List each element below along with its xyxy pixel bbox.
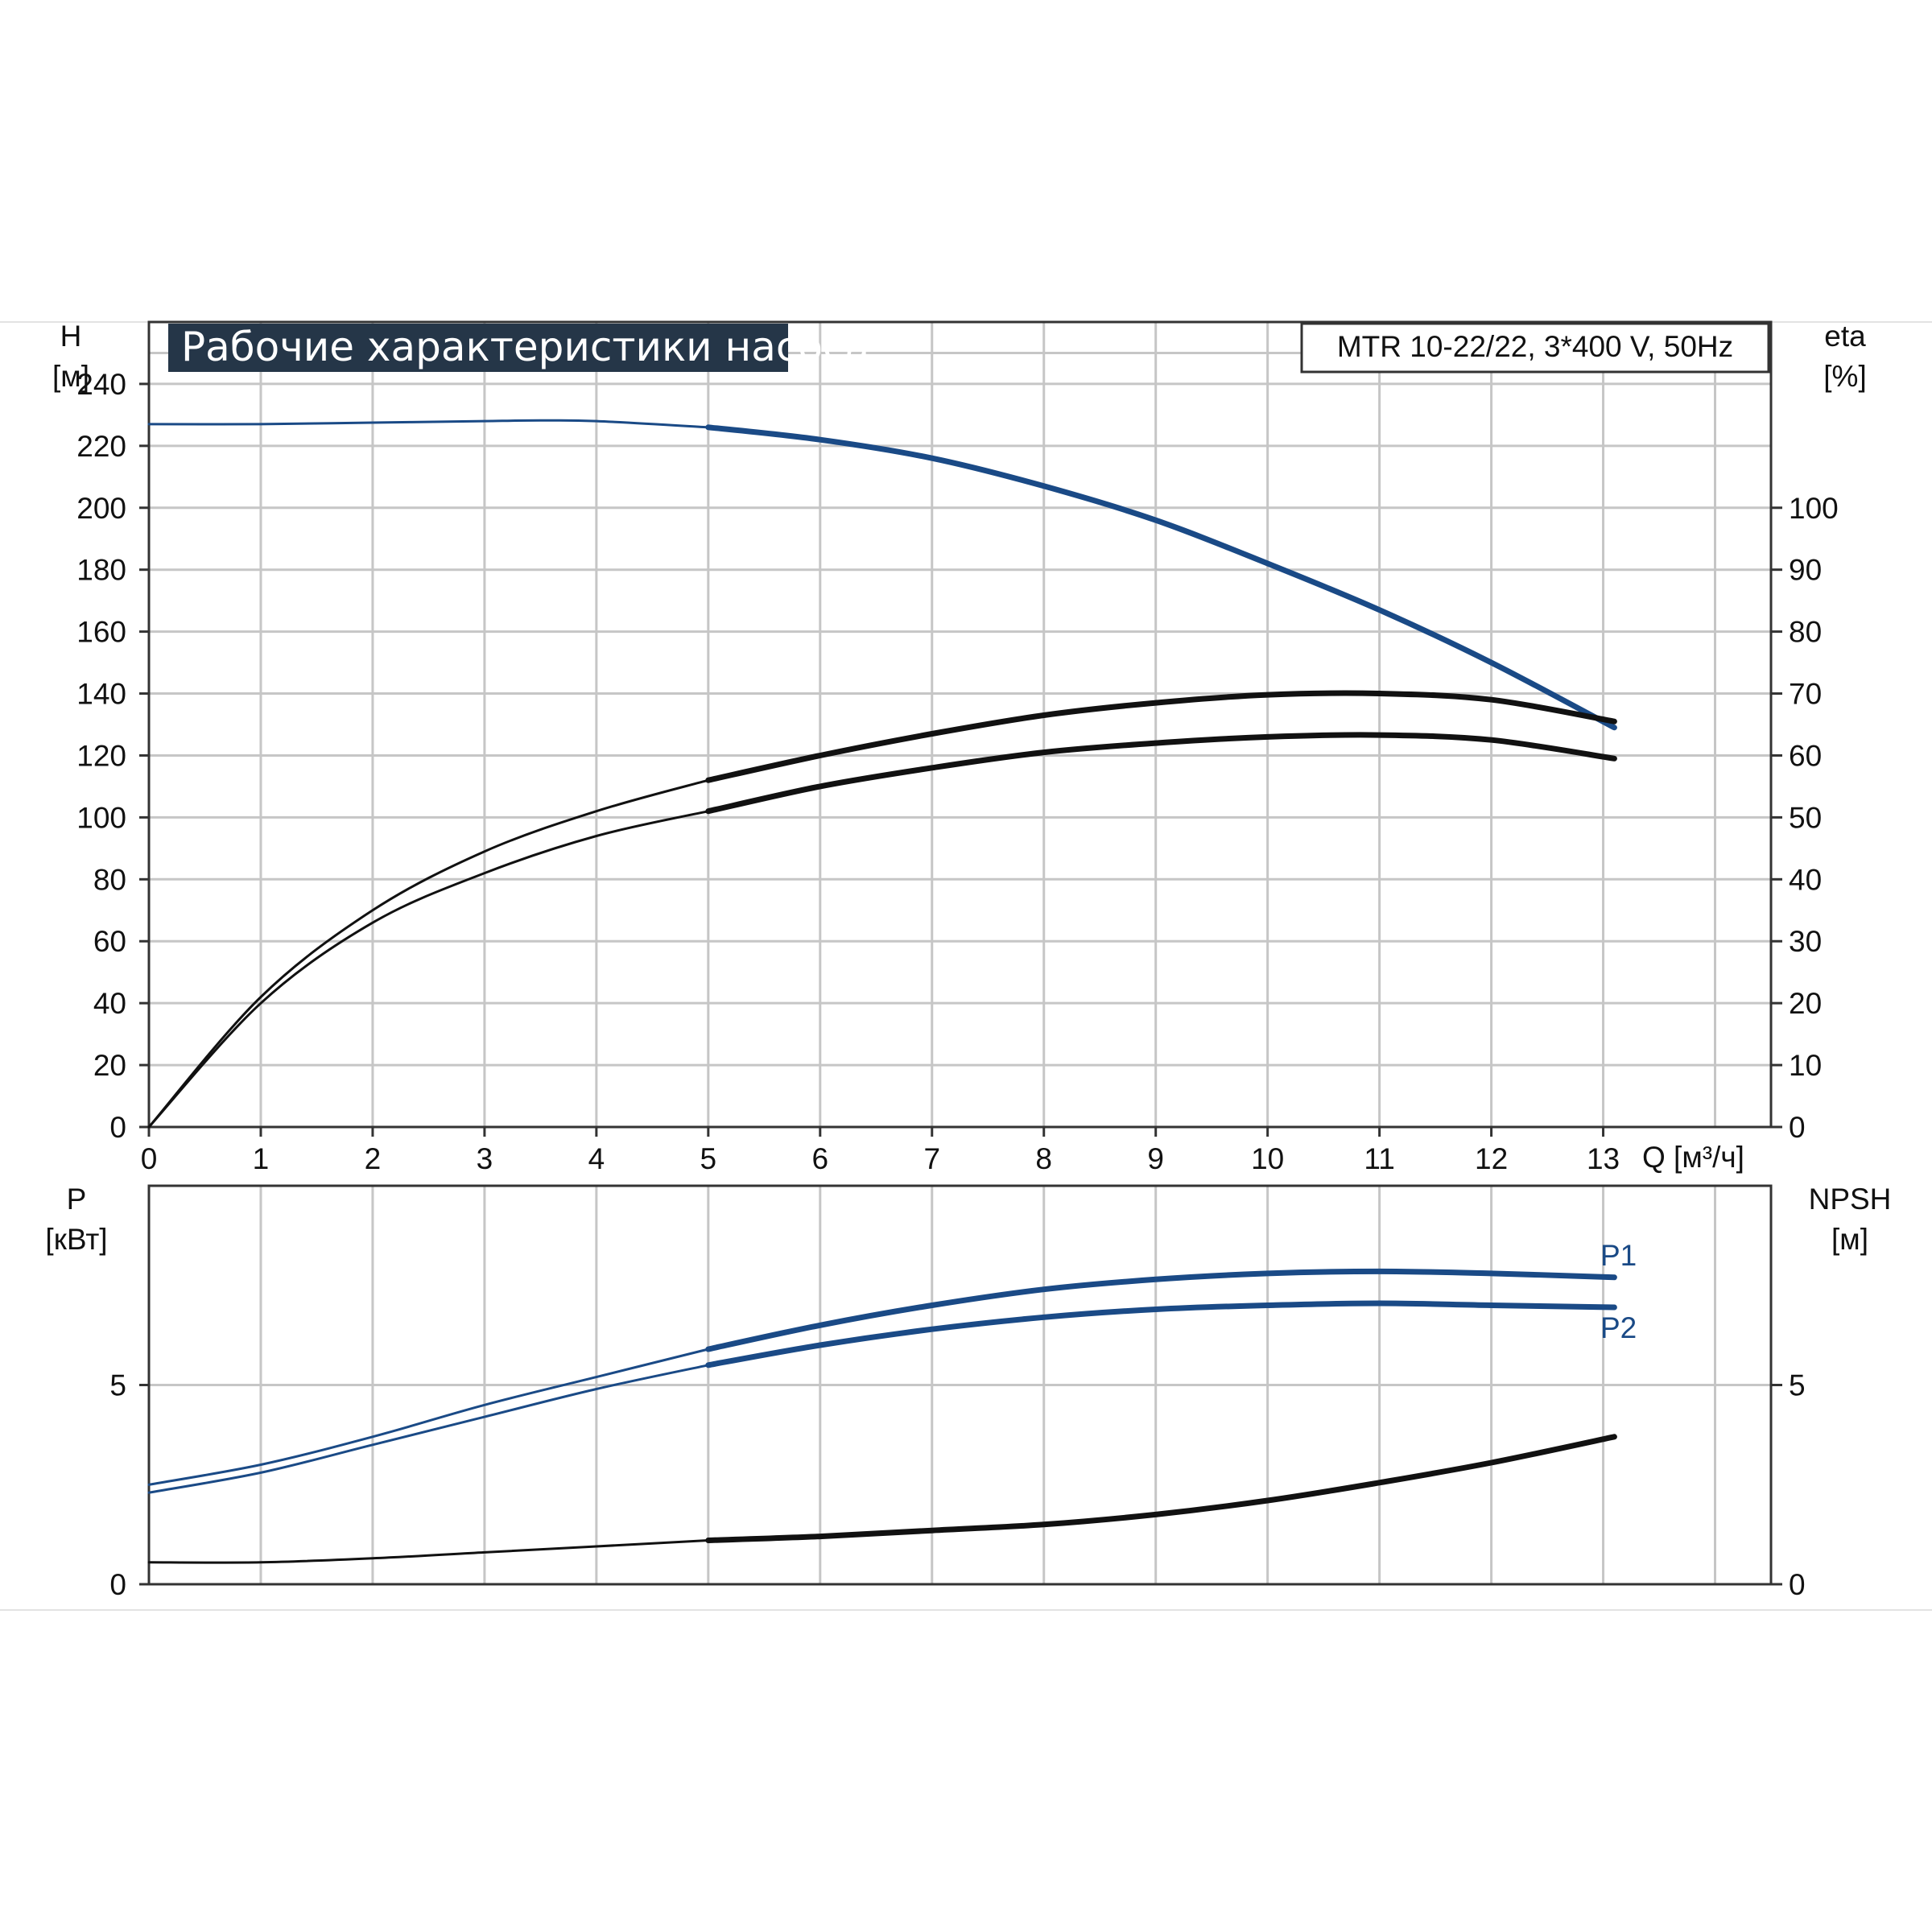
head-efficiency-curves — [147, 419, 1617, 1129]
y-tick-label: 80 — [93, 863, 126, 896]
x-axis-label: Q [м³/ч] — [1642, 1141, 1744, 1174]
x-tick-label: 3 — [477, 1142, 493, 1175]
series-label-p1: P1 — [1600, 1239, 1637, 1272]
y-axis-unit-power: [кВт] — [45, 1223, 107, 1256]
y2-tick-label: 80 — [1789, 616, 1822, 649]
x-tick-label: 1 — [253, 1142, 270, 1175]
power-ticks: 0 5 0 5 — [109, 1369, 1805, 1602]
y-tick-label: 5 — [109, 1369, 126, 1402]
y2-tick-label: 30 — [1789, 925, 1822, 958]
model-box — [1300, 322, 1770, 374]
x-tick-label: 13 — [1587, 1142, 1620, 1175]
y-tick-label: 20 — [93, 1049, 126, 1082]
head-efficiency-ticks: 0 1 2 3 4 5 6 7 8 9 10 11 12 130204060801001201401601… — [76, 368, 1838, 1175]
efficiency-curve-lower — [147, 810, 710, 1129]
x-tick-label: 9 — [1147, 1142, 1164, 1175]
y2-tick-label: 50 — [1789, 801, 1822, 834]
efficiency-curve-upper — [705, 690, 1617, 783]
y-tick-label: 240 — [76, 368, 126, 401]
y-tick-label: 0 — [109, 1568, 126, 1601]
npsh-curve — [705, 1434, 1617, 1543]
head-efficiency-plot-frame — [147, 320, 1773, 1129]
y2-axis-unit-eta: [%] — [1823, 360, 1866, 393]
x-tick-label: 8 — [1035, 1142, 1052, 1175]
y-tick-label: 180 — [76, 554, 126, 587]
y-tick-label: 100 — [76, 801, 126, 834]
y2-tick-label: 60 — [1789, 739, 1822, 772]
y2-tick-label: 100 — [1789, 492, 1839, 525]
efficiency-curve-lower — [705, 732, 1617, 815]
series-label-p2: P2 — [1600, 1311, 1637, 1344]
y2-tick-label: 0 — [1789, 1568, 1806, 1601]
power-curve-p1 — [147, 1348, 710, 1486]
y-axis-label-head: H — [60, 320, 82, 353]
x-tick-label: 5 — [700, 1142, 717, 1175]
x-tick-label: 0 — [141, 1142, 158, 1175]
y2-axis-label-eta: eta — [1824, 320, 1866, 353]
y-tick-label: 200 — [76, 492, 126, 525]
y-axis-unit-head: [м] — [52, 360, 89, 393]
y-tick-label: 40 — [93, 987, 126, 1020]
y-tick-label: 220 — [76, 430, 126, 463]
power-curve-p2 — [705, 1300, 1617, 1368]
power-curve-p2 — [147, 1364, 710, 1494]
y2-tick-label: 10 — [1789, 1049, 1822, 1082]
y2-axis-label-npsh: NPSH — [1809, 1183, 1892, 1216]
efficiency-curve-upper — [147, 778, 710, 1129]
chart-title: Рабочие характеристики насоса — [181, 324, 869, 370]
power-curves — [147, 1268, 1617, 1564]
head-efficiency-grid — [149, 322, 1771, 1127]
head-curve — [705, 424, 1617, 731]
y2-tick-label: 70 — [1789, 678, 1822, 711]
model-label: MTR 10-22/22, 3*400 V, 50Hz — [1337, 330, 1733, 363]
y-tick-label: 120 — [76, 739, 126, 772]
power-curve-p1 — [705, 1268, 1617, 1352]
y-tick-label: 160 — [76, 616, 126, 649]
chart-title-box — [168, 324, 788, 372]
head-curve — [147, 419, 710, 429]
npsh-curve — [147, 1539, 710, 1564]
y2-tick-label: 40 — [1789, 863, 1822, 896]
y-tick-label: 140 — [76, 678, 126, 711]
y-tick-label: 0 — [109, 1111, 126, 1144]
y2-tick-label: 20 — [1789, 987, 1822, 1020]
y-axis-label-power: P — [67, 1183, 87, 1216]
x-tick-label: 10 — [1251, 1142, 1284, 1175]
x-tick-label: 12 — [1475, 1142, 1508, 1175]
x-tick-label: 6 — [812, 1142, 829, 1175]
x-tick-label: 11 — [1364, 1142, 1394, 1175]
x-tick-label: 2 — [365, 1142, 382, 1175]
y2-tick-label: 90 — [1789, 554, 1822, 587]
power-grid — [149, 1186, 1771, 1584]
x-tick-label: 4 — [588, 1142, 605, 1175]
y2-tick-label: 5 — [1789, 1369, 1806, 1402]
y2-tick-label: 0 — [1789, 1111, 1806, 1144]
y2-axis-unit-npsh: [м] — [1831, 1223, 1868, 1256]
x-tick-label: 7 — [923, 1142, 940, 1175]
y-tick-label: 60 — [93, 925, 126, 958]
